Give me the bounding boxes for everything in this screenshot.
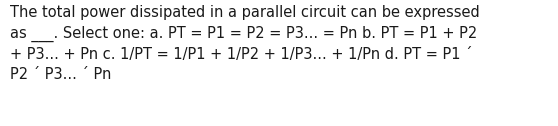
Text: The total power dissipated in a parallel circuit can be expressed
as ___. Select: The total power dissipated in a parallel… bbox=[10, 5, 480, 82]
